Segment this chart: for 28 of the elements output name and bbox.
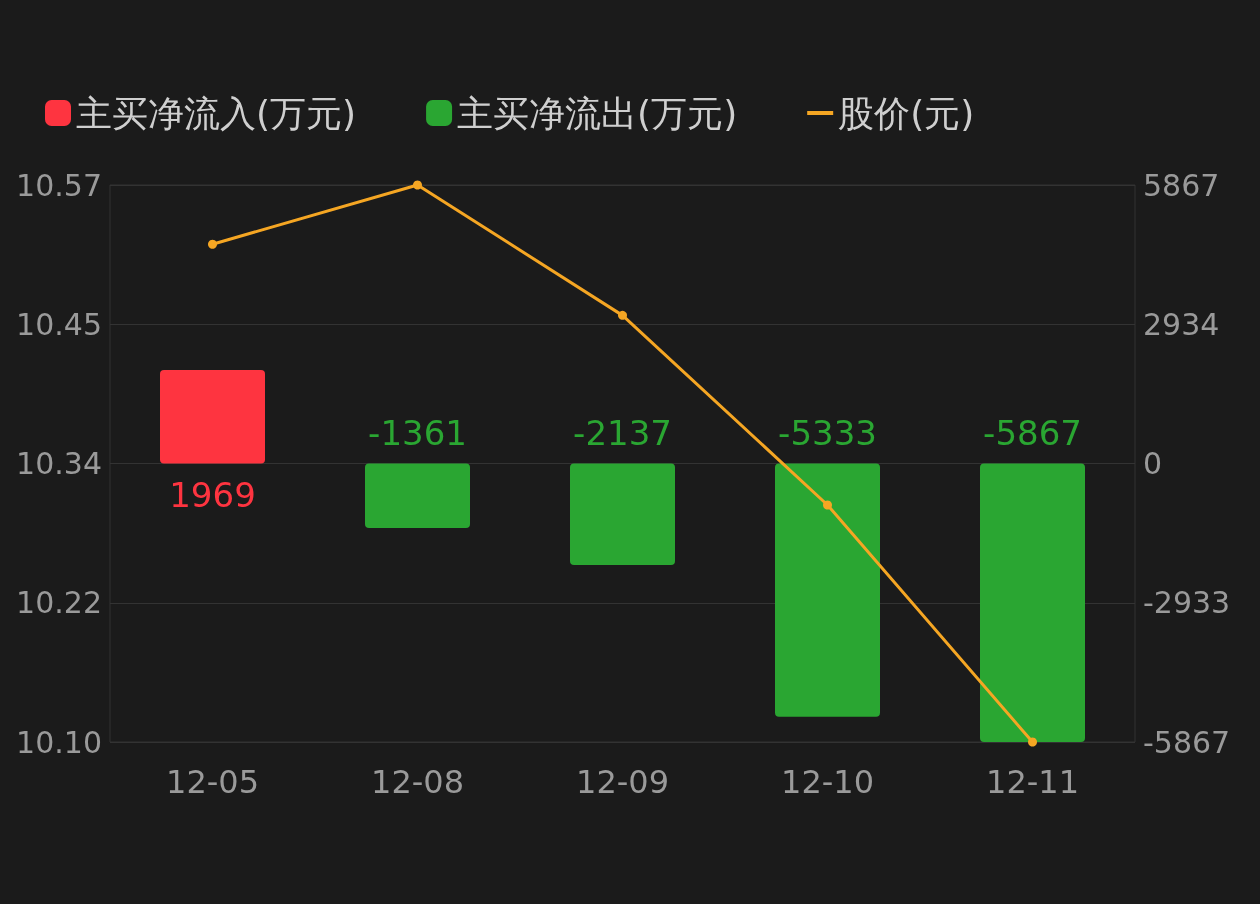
data-label: -5867 <box>983 412 1082 453</box>
legend-label: 股价(元) <box>838 92 975 134</box>
data-label: 1969 <box>169 474 256 515</box>
data-label: -1361 <box>368 412 467 453</box>
point <box>208 239 217 249</box>
y-tick-label: 10.57 <box>16 167 102 203</box>
y-tick-label: 10.34 <box>16 446 102 481</box>
x-tick-label: 12-11 <box>986 763 1079 801</box>
data-label: -2137 <box>573 412 672 453</box>
point <box>618 310 627 320</box>
point <box>823 500 832 510</box>
point <box>1028 737 1037 747</box>
point <box>413 180 422 190</box>
y-tick-label: 10.10 <box>16 724 102 760</box>
y-tick-label: 10.45 <box>16 306 102 342</box>
x-tick-label: 12-10 <box>781 763 874 801</box>
y-tick-label: 10.22 <box>16 585 102 621</box>
x-tick-label: 12-08 <box>371 763 464 801</box>
legend-label: 主买净流入(万元) <box>76 92 357 134</box>
y2-tick-label: -2933 <box>1143 585 1231 621</box>
x-tick-label: 12-09 <box>576 763 669 801</box>
data-label: -5333 <box>778 412 877 453</box>
y2-tick-label: -5867 <box>1143 724 1231 760</box>
y2-tick-label: 0 <box>1143 446 1163 481</box>
x-tick-label: 12-05 <box>166 763 259 801</box>
y2-tick-label: 2934 <box>1143 306 1220 342</box>
y2-tick-label: 5867 <box>1143 167 1220 203</box>
legend-label: 主买净流出(万元) <box>457 92 738 134</box>
